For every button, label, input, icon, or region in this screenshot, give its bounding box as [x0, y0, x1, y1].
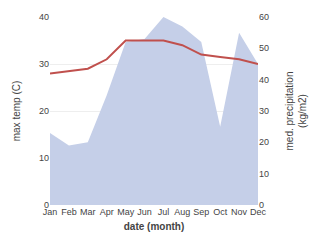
- svg-text:Aug: Aug: [174, 207, 190, 217]
- svg-text:Jun: Jun: [137, 207, 152, 217]
- svg-text:20: 20: [259, 137, 269, 147]
- svg-text:10: 10: [39, 153, 49, 163]
- svg-text:Nov: Nov: [231, 207, 248, 217]
- svg-text:Sep: Sep: [193, 207, 209, 217]
- svg-text:Mar: Mar: [80, 207, 96, 217]
- svg-text:30: 30: [39, 59, 49, 69]
- svg-text:Oct: Oct: [213, 207, 228, 217]
- svg-text:Apr: Apr: [100, 207, 114, 217]
- svg-text:May: May: [117, 207, 135, 217]
- svg-text:40: 40: [259, 75, 269, 85]
- svg-text:0: 0: [44, 200, 49, 210]
- svg-text:Jan: Jan: [43, 207, 58, 217]
- svg-text:date (month): date (month): [124, 221, 185, 232]
- svg-text:Dec: Dec: [250, 207, 267, 217]
- svg-text:50: 50: [259, 43, 269, 53]
- svg-text:0: 0: [259, 200, 264, 210]
- svg-text:Feb: Feb: [61, 207, 77, 217]
- svg-text:med. precipitation(kg/m2): med. precipitation(kg/m2): [284, 72, 308, 151]
- svg-text:Jul: Jul: [158, 207, 170, 217]
- svg-text:30: 30: [259, 106, 269, 116]
- svg-text:60: 60: [259, 12, 269, 22]
- svg-text:40: 40: [39, 12, 49, 22]
- svg-text:20: 20: [39, 106, 49, 116]
- svg-text:10: 10: [259, 169, 269, 179]
- svg-text:max temp (C): max temp (C): [11, 81, 22, 142]
